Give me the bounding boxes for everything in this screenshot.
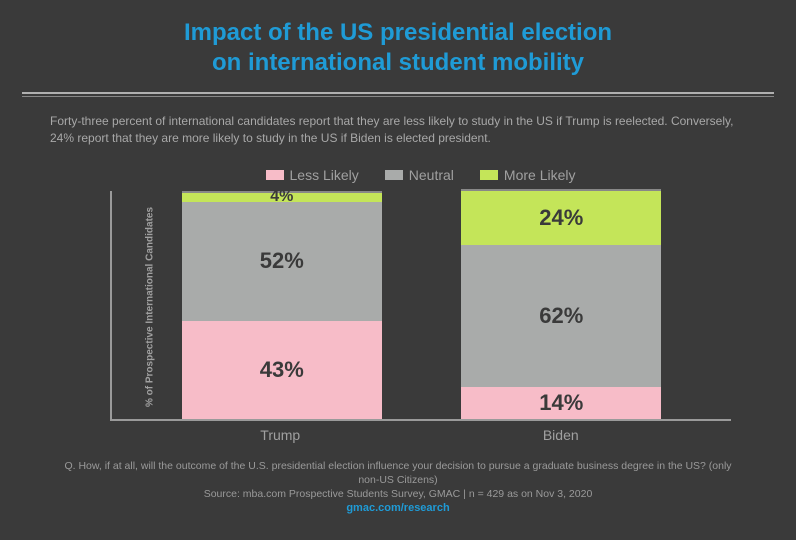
chart-title: Impact of the US presidential election o… [0,0,796,78]
divider-thick [22,92,774,94]
chart-area: Less Likely Neutral More Likely % of Pro… [110,167,731,447]
title-line-2: on international student mobility [0,48,796,78]
legend-item-less-likely: Less Likely [266,167,359,183]
x-label-trump: Trump [180,427,380,443]
segment-neutral: 62% [461,245,661,386]
segment-more: 24% [461,191,661,246]
legend-swatch [266,170,284,180]
legend: Less Likely Neutral More Likely [110,167,731,183]
legend-item-neutral: Neutral [385,167,454,183]
legend-swatch [480,170,498,180]
title-line-1: Impact of the US presidential election [0,18,796,48]
bar-biden: 24%62%14% [461,189,661,419]
x-label-biden: Biden [461,427,661,443]
segment-neutral: 52% [182,202,382,321]
bar-trump: 4%52%43% [182,191,382,419]
segment-less: 43% [182,321,382,419]
legend-swatch [385,170,403,180]
footer-source: Source: mba.com Prospective Students Sur… [60,487,736,501]
x-axis-labels: Trump Biden [110,421,731,443]
legend-item-more-likely: More Likely [480,167,576,183]
description-text: Forty-three percent of international can… [0,97,796,147]
segment-more: 4% [182,193,382,202]
footer: Q. How, if at all, will the outcome of t… [0,447,796,516]
segment-less: 14% [461,387,661,419]
legend-label: Neutral [409,167,454,183]
footer-link: gmac.com/research [60,501,736,516]
footer-question: Q. How, if at all, will the outcome of t… [60,459,736,487]
legend-label: More Likely [504,167,576,183]
legend-label: Less Likely [290,167,359,183]
plot-area: 4%52%43% 24%62%14% [110,191,731,421]
